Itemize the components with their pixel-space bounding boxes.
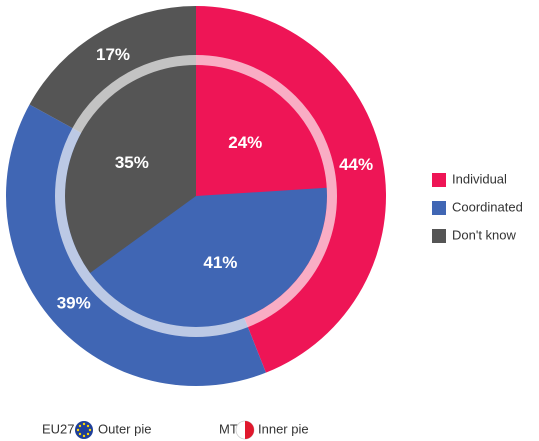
inner-wedge bbox=[196, 65, 327, 196]
legend-swatch bbox=[432, 201, 446, 215]
legend-swatch bbox=[432, 229, 446, 243]
eu-flag bbox=[75, 421, 93, 439]
legend: Individual Coordinated Don't know bbox=[432, 171, 523, 243]
legend-label: Don't know bbox=[452, 227, 517, 242]
value-labels: 44% 39% 17% 24% 41% 35% bbox=[57, 45, 373, 312]
legend-label: Coordinated bbox=[452, 199, 523, 214]
pies bbox=[5, 6, 387, 387]
outer-ring-label: Outer pie bbox=[98, 421, 151, 436]
value-label: 17% bbox=[96, 45, 130, 64]
value-label: 35% bbox=[115, 153, 149, 172]
mt-flag bbox=[235, 420, 255, 440]
inner-ring bbox=[55, 55, 337, 337]
inner-series-name: MT bbox=[219, 421, 238, 436]
value-label: 39% bbox=[57, 293, 91, 312]
legend-label: Individual bbox=[452, 171, 507, 186]
outer-series-name: EU27 bbox=[42, 421, 75, 436]
inner-wedge bbox=[64, 65, 197, 273]
value-label: 44% bbox=[339, 155, 373, 174]
inner-wedge bbox=[90, 187, 328, 328]
legend-swatch bbox=[432, 173, 446, 187]
value-label: 24% bbox=[228, 133, 262, 152]
inner-ring-label: Inner pie bbox=[258, 421, 309, 436]
value-label: 41% bbox=[203, 253, 237, 272]
